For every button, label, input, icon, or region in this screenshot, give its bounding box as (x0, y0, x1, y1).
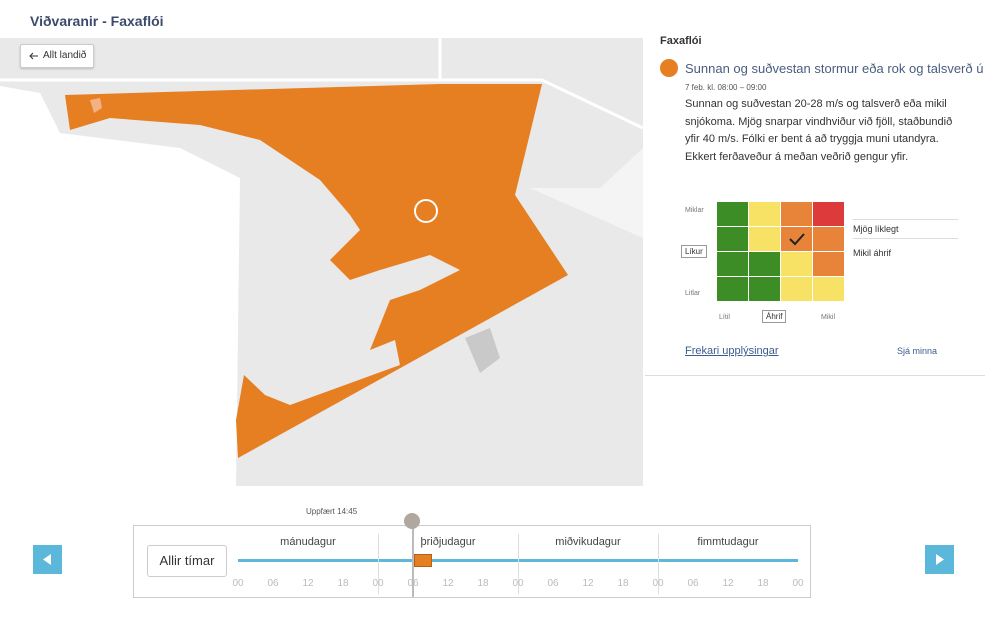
arrow-left-icon (29, 52, 38, 60)
hour-label: 00 (372, 578, 384, 589)
map-lake (465, 328, 500, 373)
page-title: Viðvaranir - Faxaflói (30, 13, 164, 29)
hour-label: 06 (267, 578, 279, 589)
day-separator (658, 534, 659, 594)
next-icon (936, 554, 944, 565)
hour-label: 00 (652, 578, 664, 589)
impact-high: Mikil (821, 314, 835, 321)
see-less-link[interactable]: Sjá minna (897, 346, 938, 356)
risk-cell (781, 252, 812, 276)
more-info-link[interactable]: Frekari upplýsingar (685, 345, 779, 357)
hour-label: 00 (512, 578, 524, 589)
day-label: þriðjudagur (420, 536, 476, 548)
hour-label: 18 (617, 578, 629, 589)
likelihood-high: Miklar (685, 207, 704, 214)
likelihood-low: Litlar (685, 290, 701, 297)
risk-cell (813, 252, 844, 276)
risk-cell (813, 277, 844, 301)
likelihood-label: Líkur (681, 245, 707, 258)
hour-label: 06 (407, 578, 419, 589)
map (0, 38, 643, 486)
hour-label: 18 (757, 578, 769, 589)
warning-time: 7 feb. kl. 08:00 – 09:00 (685, 83, 767, 92)
hour-label: 18 (477, 578, 489, 589)
day-separator (378, 534, 379, 594)
warning-area[interactable] (65, 84, 568, 458)
hour-label: 12 (582, 578, 594, 589)
warning-title: Sunnan og suðvestan stormur eða rok og t… (685, 61, 984, 76)
map-sea (0, 86, 240, 486)
warning-marker[interactable] (414, 199, 438, 223)
day-separator (518, 534, 519, 594)
likelihood-value: Mjög líklegt (853, 219, 958, 239)
impact-low: Lítil (719, 314, 730, 321)
hour-label: 06 (687, 578, 699, 589)
risk-cell (717, 277, 748, 301)
risk-cell (813, 202, 844, 226)
day-label: miðvikudagur (555, 536, 621, 548)
risk-cell (781, 227, 812, 251)
risk-cell (749, 227, 780, 251)
back-label: Allt landið (43, 50, 87, 61)
risk-cell (717, 202, 748, 226)
map-island (90, 98, 102, 113)
risk-cell (781, 277, 812, 301)
hour-label: 12 (722, 578, 734, 589)
day-label: mánudagur (280, 536, 336, 548)
risk-matrix: Miklar Líkur Litlar Lítil Áhrif Mikil Mj… (681, 200, 965, 330)
map-border (440, 78, 643, 130)
warning-icon (660, 59, 678, 77)
check-icon (789, 233, 805, 246)
map-sea (530, 148, 643, 238)
prev-button[interactable] (33, 545, 62, 574)
hour-label: 00 (792, 578, 804, 589)
risk-cell (749, 252, 780, 276)
impact-label: Áhrif (762, 310, 787, 323)
impact-value: Mikil áhrif (853, 248, 892, 258)
hour-label: 12 (302, 578, 314, 589)
all-times-button[interactable]: Allir tímar (147, 545, 227, 577)
risk-cell (813, 227, 844, 251)
hour-label: 06 (547, 578, 559, 589)
risk-cell (749, 202, 780, 226)
risk-cell (717, 252, 748, 276)
risk-cell (781, 202, 812, 226)
day-label: fimmtudagur (697, 536, 759, 548)
time-cursor (412, 522, 414, 597)
risk-cell (717, 227, 748, 251)
updated-time: Uppfært 14:45 (306, 507, 358, 516)
warning-panel: Faxaflói Sunnan og suðvestan stormur eða… (645, 30, 985, 376)
prev-icon (43, 554, 51, 565)
risk-cell (749, 277, 780, 301)
time-knob[interactable] (404, 513, 420, 529)
region-name: Faxaflói (660, 35, 702, 47)
hour-label: 00 (232, 578, 244, 589)
warning-description: Sunnan og suðvestan 20-28 m/s og talsver… (685, 98, 953, 163)
hour-label: 12 (442, 578, 454, 589)
warning-period[interactable] (414, 554, 432, 567)
timeline: Allir tímar mánudagur þriðjudagur miðvikud… (133, 522, 811, 598)
next-button[interactable] (925, 545, 954, 574)
hour-label: 18 (337, 578, 349, 589)
back-button[interactable]: Allt landið (20, 44, 95, 68)
